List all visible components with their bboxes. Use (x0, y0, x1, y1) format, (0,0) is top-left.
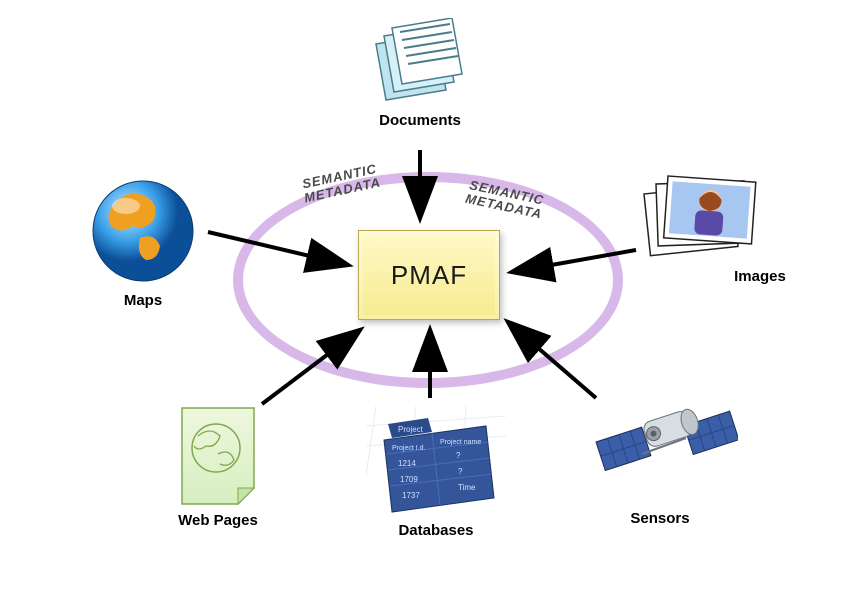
svg-text:Time: Time (458, 483, 476, 492)
svg-text:Project I.d.: Project I.d. (392, 445, 426, 452)
center-pmaf-box: PMAF (358, 230, 500, 320)
documents-label: Documents (370, 112, 470, 129)
maps-label: Maps (98, 292, 188, 309)
svg-text:?: ? (456, 451, 461, 460)
database-icon: Project Project I.d. Project name 1214 ?… (366, 406, 506, 516)
svg-text:1709: 1709 (400, 475, 418, 484)
webpage-icon (178, 406, 258, 506)
svg-text:?: ? (458, 467, 463, 476)
satellite-icon (588, 386, 738, 506)
diagram-stage: { "canvas": { "width": 856, "height": 61… (0, 0, 856, 616)
webpages-label: Web Pages (148, 512, 288, 529)
svg-text:Project name: Project name (440, 439, 481, 446)
globe-icon (88, 176, 198, 286)
center-label: PMAF (391, 260, 467, 291)
documents-icon (370, 18, 470, 108)
images-icon (640, 170, 760, 270)
images-label: Images (720, 268, 800, 285)
svg-text:Project: Project (398, 425, 424, 434)
sensors-label: Sensors (600, 510, 720, 527)
svg-text:1214: 1214 (398, 459, 416, 468)
databases-label: Databases (366, 522, 506, 539)
svg-text:1737: 1737 (402, 491, 420, 500)
